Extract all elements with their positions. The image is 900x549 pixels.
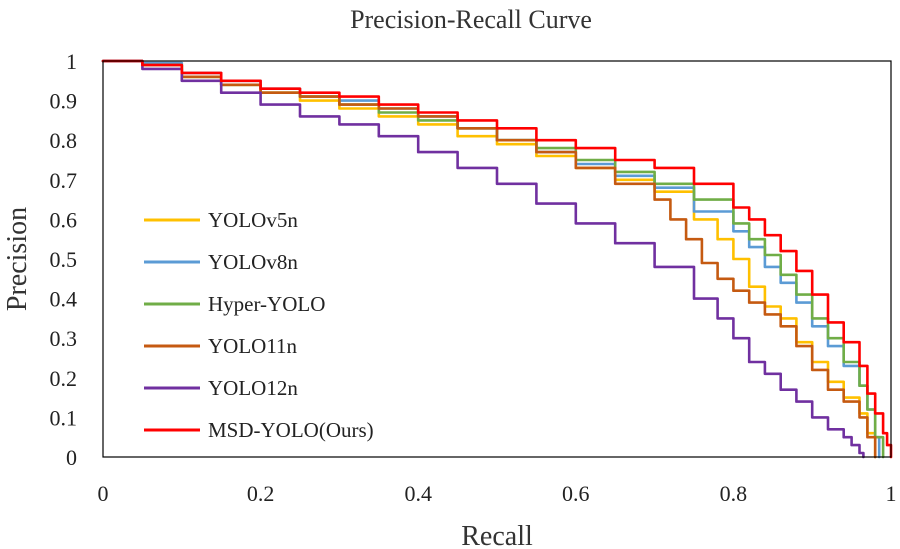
series-line-yolo12n	[101, 59, 865, 459]
y-tick-label: 0.6	[50, 207, 78, 232]
x-tick-label: 0.2	[247, 481, 275, 506]
y-tick-label: 0.3	[50, 326, 78, 351]
y-tick-label: 0.1	[50, 405, 78, 430]
legend-label-yolov8n: YOLOv8n	[208, 250, 298, 274]
legend: YOLOv5n YOLOv8n Hyper-YOLO YOLO11n YOLO12n MS…	[144, 208, 374, 442]
series-lines	[101, 59, 893, 459]
x-tick-label: 0.6	[562, 481, 590, 506]
chart-title: Precision-Recall Curve	[350, 5, 592, 34]
legend-label-yolo12n: YOLO12n	[208, 376, 298, 400]
legend-label-yolov5n: YOLOv5n	[208, 208, 298, 232]
y-tick-label: 0.4	[50, 287, 78, 312]
y-tick-label: 0.7	[50, 168, 78, 193]
x-tick-label: 1	[886, 481, 897, 506]
series-line-yolo11n	[101, 59, 877, 459]
y-axis-ticks: 0 0.1 0.2 0.3 0.4 0.5 0.6 0.7 0.8 0.9 1	[50, 49, 78, 470]
legend-label-msd-yolo-ours: MSD-YOLO(Ours)	[208, 418, 374, 442]
plot-area-frame	[102, 60, 892, 458]
x-tick-label: 0.8	[720, 481, 748, 506]
y-tick-label: 1	[66, 49, 77, 74]
y-tick-label: 0.8	[50, 128, 78, 153]
x-axis-label: Recall	[461, 521, 533, 549]
legend-label-hyper-yolo: Hyper-YOLO	[208, 292, 325, 316]
y-axis-label: Precision	[2, 207, 33, 311]
y-tick-label: 0.5	[50, 247, 78, 272]
series-line-msd-yolo-ours	[101, 59, 893, 459]
x-axis-ticks: 0 0.2 0.4 0.6 0.8 1	[98, 481, 897, 506]
y-tick-label: 0	[66, 445, 77, 470]
y-tick-label: 0.9	[50, 89, 78, 114]
x-tick-label: 0	[98, 481, 109, 506]
x-tick-label: 0.4	[404, 481, 432, 506]
y-tick-label: 0.2	[50, 366, 78, 391]
legend-label-yolo11n: YOLO11n	[208, 334, 298, 358]
